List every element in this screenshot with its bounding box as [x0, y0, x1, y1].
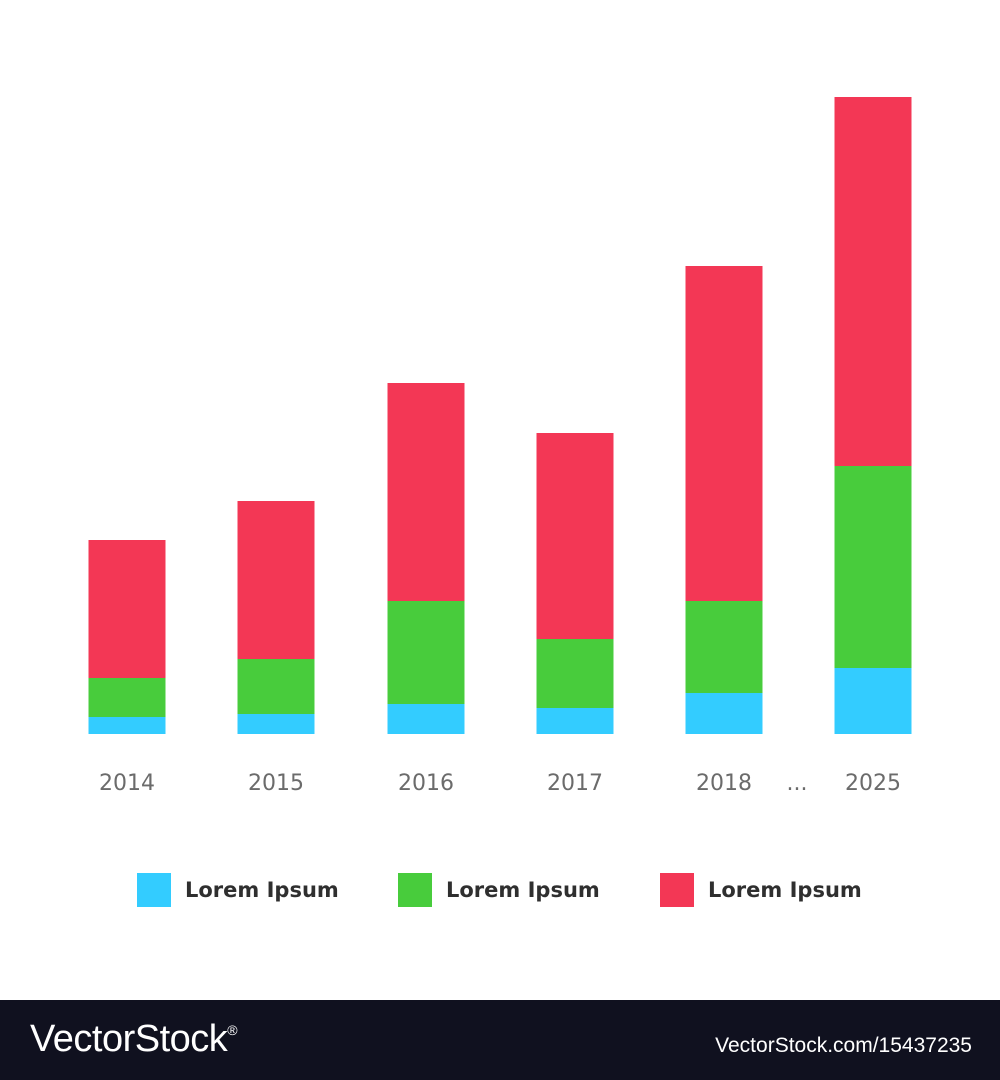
bar-2025-segment-2: [834, 466, 912, 668]
x-tick-label-2018: 2018: [696, 771, 752, 796]
legend-label-2: Lorem Ipsum: [446, 878, 600, 902]
x-tick-label-2015: 2015: [248, 771, 304, 796]
bar-2018-segment-1: [685, 693, 763, 734]
image-id: VectorStock.com/15437235: [715, 1034, 972, 1057]
legend-item-3: Lorem Ipsum: [660, 873, 862, 907]
legend-label-1: Lorem Ipsum: [185, 878, 339, 902]
x-axis-ellipsis: ...: [787, 771, 808, 796]
bar-2016-segment-1: [387, 704, 465, 734]
chart: 2014 2015 2016 2017 2018 2025 ...: [88, 97, 912, 796]
legend-swatch-3: [660, 873, 694, 907]
bar-2016-segment-3: [387, 383, 465, 601]
bar-2025-segment-3: [834, 97, 912, 466]
bar-2017-segment-2: [536, 639, 614, 708]
bar-2017-segment-3: [536, 433, 614, 639]
bar-2015-segment-1: [237, 714, 315, 734]
bar-2014-segment-1: [88, 717, 166, 734]
bar-2018-segment-3: [685, 266, 763, 601]
legend-item-1: Lorem Ipsum: [137, 873, 339, 907]
x-tick-labels: 2014 2015 2016 2017 2018 2025: [99, 771, 901, 796]
x-tick-label-2014: 2014: [99, 771, 155, 796]
bar-2014-segment-3: [88, 540, 166, 678]
x-tick-label-2025: 2025: [845, 771, 901, 796]
x-tick-label-2016: 2016: [398, 771, 454, 796]
x-tick-label-2017: 2017: [547, 771, 603, 796]
legend: Lorem Ipsum Lorem Ipsum Lorem Ipsum: [0, 873, 1000, 907]
legend-item-2: Lorem Ipsum: [398, 873, 600, 907]
bar-2015-segment-3: [237, 501, 315, 659]
bar-2025-segment-1: [834, 668, 912, 734]
bar-2015-segment-2: [237, 659, 315, 714]
watermark-logo: VectorStock®: [30, 1018, 238, 1060]
bar-2014-segment-2: [88, 678, 166, 717]
legend-swatch-1: [137, 873, 171, 907]
bar-2017-segment-1: [536, 708, 614, 734]
legend-label-3: Lorem Ipsum: [708, 878, 862, 902]
footer-bar: VectorStock® VectorStock.com/15437235: [0, 1000, 1000, 1080]
bars-group: [88, 97, 912, 734]
legend-swatch-2: [398, 873, 432, 907]
bar-2018-segment-2: [685, 601, 763, 693]
bar-2016-segment-2: [387, 601, 465, 704]
